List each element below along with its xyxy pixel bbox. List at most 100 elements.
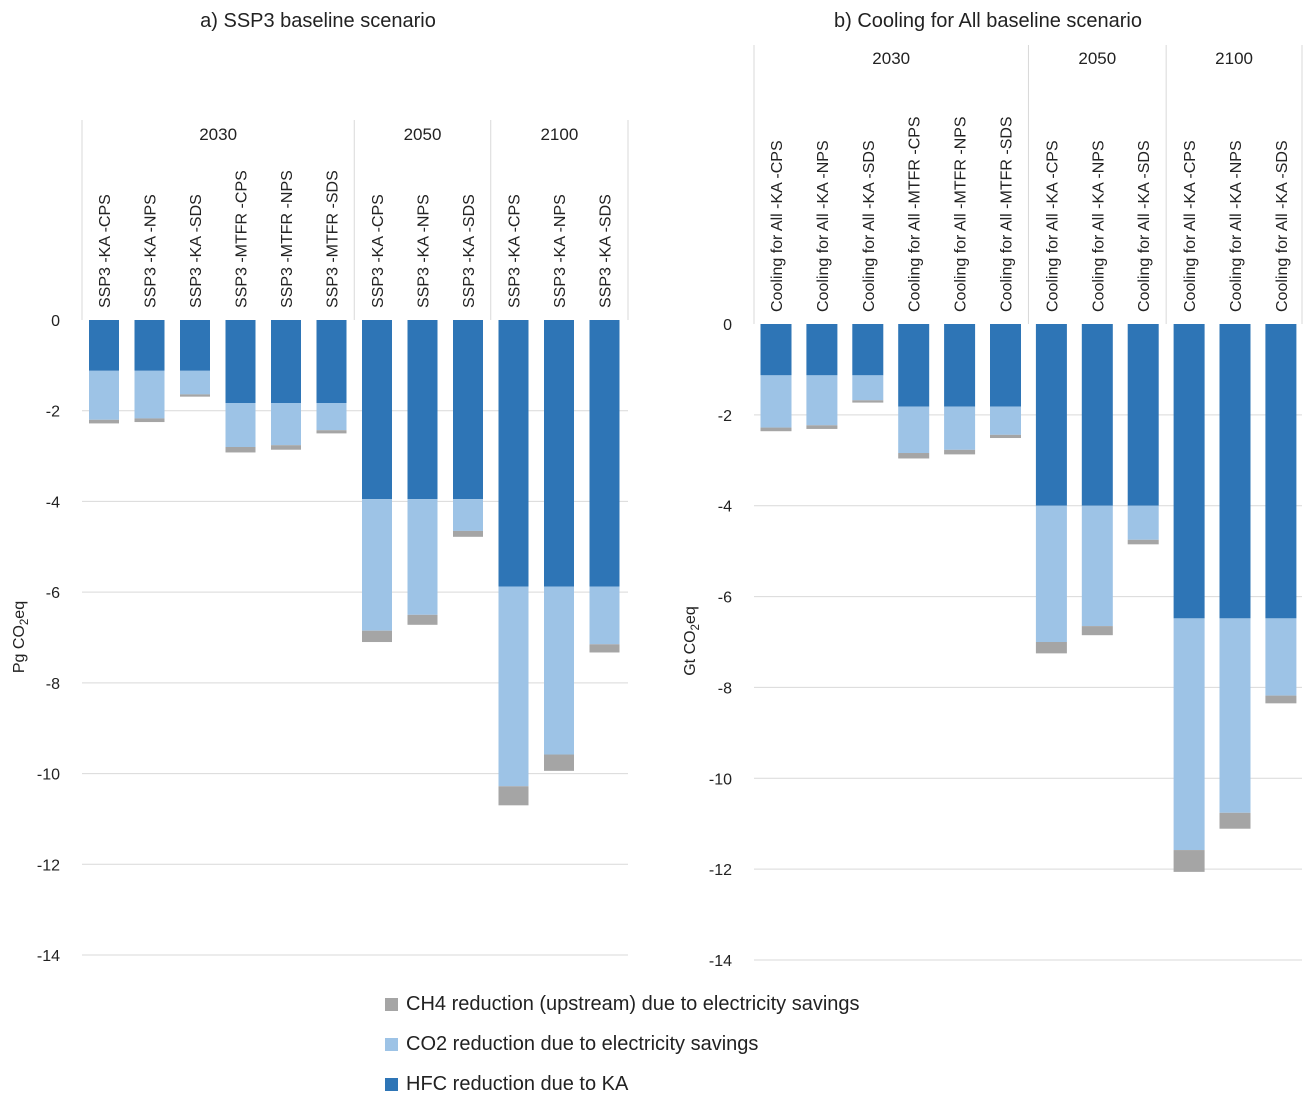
bar-hfc [1081, 324, 1113, 506]
bar-ch4 [271, 445, 301, 450]
bar-co2 [225, 403, 256, 447]
category-label: SSP3 -KA -CPS [97, 194, 114, 308]
bar-ch4 [362, 630, 392, 643]
bar-co2 [89, 370, 119, 420]
y-tick-label: -8 [46, 676, 60, 693]
bar-hfc [362, 320, 392, 500]
legend: CH4 reduction (upstream) due to electric… [385, 984, 860, 1104]
bar-co2 [898, 406, 930, 454]
category-label: Cooling for All -KA -CPS [1044, 140, 1061, 312]
bar-hfc [589, 320, 620, 587]
y-axis-label: Gt CO2eq [682, 606, 702, 676]
bar-ch4 [225, 447, 256, 453]
category-label: Cooling for All -KA -SDS [1136, 140, 1153, 312]
legend-swatch-co2 [385, 1037, 398, 1051]
bar-co2 [316, 403, 347, 431]
category-label: SSP3 -KA -CPS [370, 194, 387, 308]
bar-hfc [852, 324, 884, 376]
bar-co2 [271, 403, 301, 446]
y-tick-label: -12 [37, 857, 60, 874]
bar-co2 [760, 375, 792, 428]
bar-ch4 [453, 530, 483, 537]
bar-hfc [1173, 324, 1205, 619]
bar-hfc [1265, 324, 1297, 619]
y-tick-label: -6 [46, 585, 60, 602]
chart-panel-a: a) SSP3 baseline scenario 0 -2 -4 -6 -8 -10 -12… [11, 10, 629, 965]
bar-co2 [134, 370, 165, 419]
bar-co2 [180, 370, 210, 395]
category-label: Cooling for All -KA -SDS [861, 140, 878, 312]
y-axis-label: Pg CO2eq [11, 601, 31, 673]
legend-swatch-ch4 [385, 997, 398, 1011]
bar-hfc [180, 320, 210, 371]
bar-co2 [453, 499, 483, 531]
bar-hfc [225, 320, 256, 404]
bar-ch4 [89, 419, 119, 424]
bar-ch4 [806, 425, 838, 429]
chart-panel-b: b) Cooling for All baseline scenario 0 -2 -… [682, 10, 1303, 970]
bar-hfc [1219, 324, 1251, 619]
bar-ch4 [407, 614, 438, 625]
category-label: SSP3 -KA -SDS [598, 194, 615, 308]
category-label: SSP3 -KA -NPS [552, 194, 569, 308]
bar-co2 [944, 406, 976, 450]
category-label: SSP3 -KA -NPS [143, 194, 160, 308]
category-label: SSP3 -KA -SDS [461, 194, 478, 308]
group-label-2050: 2050 [1078, 49, 1116, 68]
bar-hfc [806, 324, 838, 376]
bar-co2 [990, 406, 1021, 435]
category-label: Cooling for All -KA -NPS [1228, 140, 1245, 312]
bar-ch4 [180, 394, 210, 397]
group-label-2100: 2100 [1215, 49, 1253, 68]
legend-item-ch4: CH4 reduction (upstream) due to electric… [385, 984, 860, 1024]
category-label: Cooling for All -KA -NPS [815, 140, 832, 312]
y-tick-label: -12 [709, 862, 732, 879]
y-tick-label: 0 [51, 313, 60, 330]
bar-hfc [1127, 324, 1159, 506]
bar-hfc [544, 320, 574, 587]
bar-ch4 [134, 418, 165, 423]
y-tick-label: -10 [709, 771, 732, 788]
bar-co2 [407, 499, 438, 615]
bar-ch4 [1265, 695, 1297, 704]
bar-hfc [316, 320, 347, 404]
bar-ch4 [852, 400, 884, 403]
category-label: Cooling for All -KA -NPS [1090, 140, 1107, 312]
bar-hfc [134, 320, 165, 371]
y-tick-label: -2 [718, 408, 732, 425]
bar-hfc [407, 320, 438, 500]
category-label: SSP3 -KA -SDS [188, 194, 205, 308]
bar-ch4 [498, 786, 529, 806]
group-label-2100: 2100 [540, 125, 578, 144]
bar-co2 [1127, 505, 1159, 540]
category-label: Cooling for All -KA -SDS [1274, 140, 1291, 312]
category-label: SSP3 -KA -NPS [416, 194, 433, 308]
bar-ch4 [760, 427, 792, 432]
category-label: Cooling for All -MTFR -CPS [907, 116, 924, 312]
category-label: Cooling for All -MTFR -NPS [953, 116, 970, 312]
y-axis-label-group: Pg CO2eq [11, 601, 31, 673]
bar-ch4 [944, 449, 976, 455]
category-label: SSP3 -MTFR -SDS [325, 170, 342, 308]
bar-co2 [1035, 505, 1067, 642]
y-tick-label: 0 [723, 317, 732, 334]
y-tick-label: -14 [709, 953, 732, 970]
bar-co2 [1081, 505, 1113, 627]
chart-title: b) Cooling for All baseline scenario [834, 10, 1142, 32]
bar-co2 [806, 375, 838, 426]
legend-item-hfc: HFC reduction due to KA [385, 1064, 860, 1104]
bar-hfc [498, 320, 529, 587]
bar-ch4 [1127, 539, 1159, 545]
bar-hfc [944, 324, 976, 407]
bar-co2 [589, 586, 620, 645]
y-axis-label-group: Gt CO2eq [682, 606, 702, 676]
bar-co2 [544, 586, 574, 755]
chart-title: a) SSP3 baseline scenario [200, 10, 436, 32]
group-label-2030: 2030 [872, 49, 910, 68]
group-label-2050: 2050 [404, 125, 442, 144]
bar-ch4 [316, 430, 347, 434]
bar-ch4 [990, 434, 1021, 439]
y-tick-label: -10 [37, 767, 60, 784]
bar-hfc [1035, 324, 1067, 506]
bar-hfc [898, 324, 930, 407]
